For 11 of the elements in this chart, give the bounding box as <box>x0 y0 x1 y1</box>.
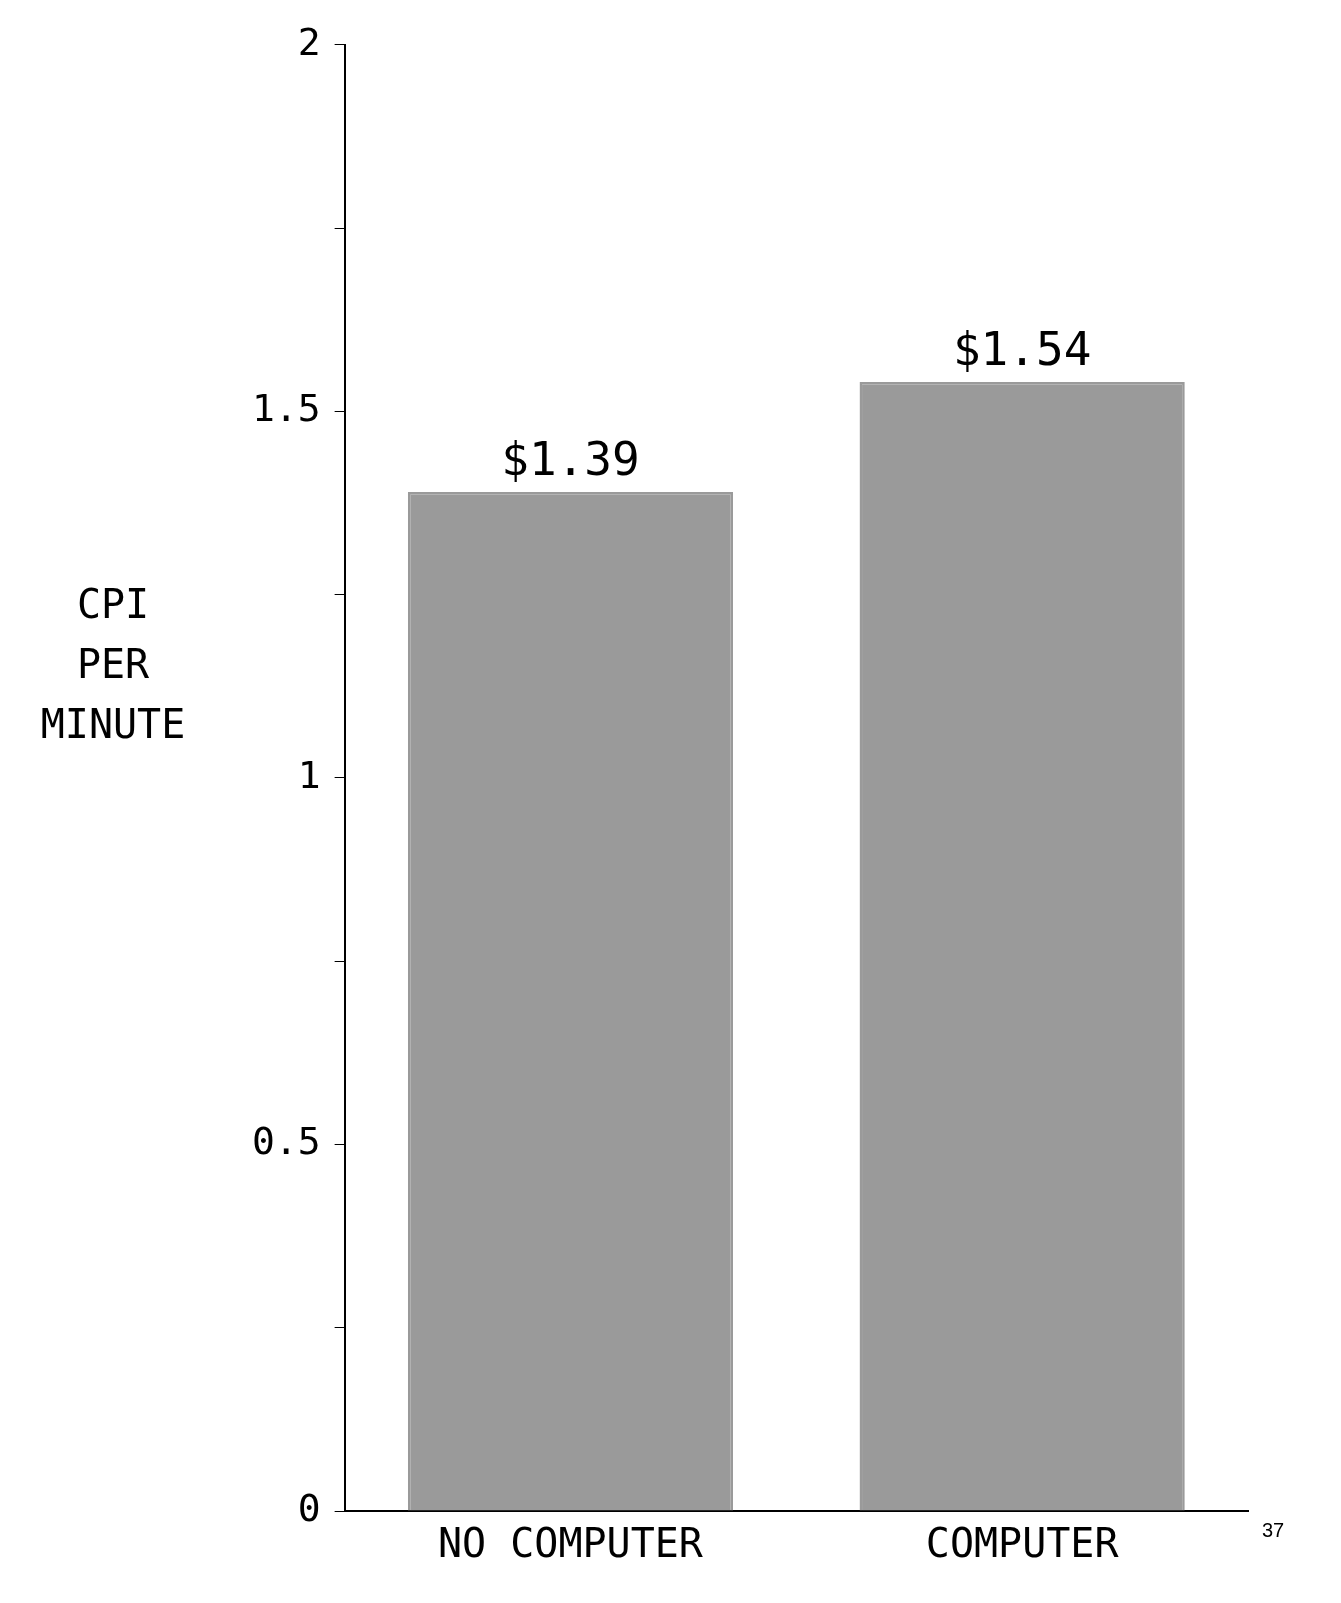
data-label: $1.39 <box>501 431 640 486</box>
text: 37 <box>1262 1518 1285 1541</box>
x-tick-label: COMPUTER <box>925 1520 1120 1567</box>
x-tick-label: NO COMPUTER <box>438 1520 704 1567</box>
y-tick-label: 2 <box>297 19 321 64</box>
y-tick-label: 1.5 <box>251 386 321 431</box>
y-tick-label: 1 <box>297 752 321 797</box>
y-axis-title: CPI PER MINUTE <box>40 581 186 748</box>
y-tick-label: 0.5 <box>251 1119 321 1164</box>
y-tick-label: 0 <box>297 1485 321 1530</box>
data-label: $1.54 <box>952 321 1092 376</box>
